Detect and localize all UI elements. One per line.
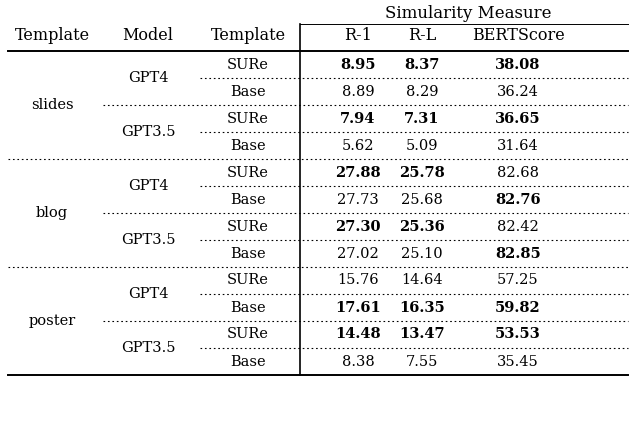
Text: 27.88: 27.88 bbox=[335, 165, 381, 179]
Text: 57.25: 57.25 bbox=[497, 274, 539, 287]
Text: GPT3.5: GPT3.5 bbox=[121, 341, 175, 355]
Text: 25.36: 25.36 bbox=[399, 219, 445, 233]
Text: 15.76: 15.76 bbox=[337, 274, 379, 287]
Text: 14.48: 14.48 bbox=[335, 328, 381, 342]
Text: 38.08: 38.08 bbox=[495, 57, 541, 71]
Text: SURe: SURe bbox=[227, 219, 269, 233]
Text: 7.55: 7.55 bbox=[406, 354, 438, 368]
Text: 36.65: 36.65 bbox=[495, 111, 541, 125]
Text: 27.73: 27.73 bbox=[337, 193, 379, 207]
Text: slides: slides bbox=[31, 98, 74, 112]
Text: 25.68: 25.68 bbox=[401, 193, 443, 207]
Text: 82.76: 82.76 bbox=[495, 193, 541, 207]
Text: GPT3.5: GPT3.5 bbox=[121, 233, 175, 247]
Text: Base: Base bbox=[230, 354, 266, 368]
Text: 53.53: 53.53 bbox=[495, 328, 541, 342]
Text: Base: Base bbox=[230, 300, 266, 314]
Text: GPT3.5: GPT3.5 bbox=[121, 125, 175, 139]
Text: Template: Template bbox=[211, 26, 285, 43]
Text: 25.78: 25.78 bbox=[399, 165, 445, 179]
Text: 27.30: 27.30 bbox=[335, 219, 381, 233]
Text: 8.29: 8.29 bbox=[406, 85, 438, 99]
Text: Simularity Measure: Simularity Measure bbox=[385, 5, 551, 22]
Text: GPT4: GPT4 bbox=[128, 179, 168, 193]
Text: SURe: SURe bbox=[227, 111, 269, 125]
Text: 82.42: 82.42 bbox=[497, 219, 539, 233]
Text: Base: Base bbox=[230, 193, 266, 207]
Text: Base: Base bbox=[230, 139, 266, 153]
Text: blog: blog bbox=[36, 206, 68, 220]
Text: BERTScore: BERTScore bbox=[472, 26, 564, 43]
Text: SURe: SURe bbox=[227, 274, 269, 287]
Text: 25.10: 25.10 bbox=[401, 246, 443, 261]
Text: 8.37: 8.37 bbox=[404, 57, 440, 71]
Text: 7.94: 7.94 bbox=[340, 111, 376, 125]
Text: 35.45: 35.45 bbox=[497, 354, 539, 368]
Text: 8.95: 8.95 bbox=[340, 57, 376, 71]
Text: 7.31: 7.31 bbox=[404, 111, 440, 125]
Text: 5.62: 5.62 bbox=[342, 139, 374, 153]
Text: 14.64: 14.64 bbox=[401, 274, 443, 287]
Text: 16.35: 16.35 bbox=[399, 300, 445, 314]
Text: 59.82: 59.82 bbox=[495, 300, 541, 314]
Text: R-L: R-L bbox=[408, 26, 436, 43]
Text: 8.89: 8.89 bbox=[342, 85, 374, 99]
Text: R-1: R-1 bbox=[344, 26, 372, 43]
Text: 36.24: 36.24 bbox=[497, 85, 539, 99]
Text: 13.47: 13.47 bbox=[399, 328, 445, 342]
Text: SURe: SURe bbox=[227, 328, 269, 342]
Text: Base: Base bbox=[230, 246, 266, 261]
Text: GPT4: GPT4 bbox=[128, 71, 168, 85]
Text: 82.68: 82.68 bbox=[497, 165, 539, 179]
Text: 27.02: 27.02 bbox=[337, 246, 379, 261]
Text: Template: Template bbox=[15, 26, 90, 43]
Text: Model: Model bbox=[122, 26, 173, 43]
Text: GPT4: GPT4 bbox=[128, 287, 168, 301]
Text: 82.85: 82.85 bbox=[495, 246, 541, 261]
Text: poster: poster bbox=[28, 314, 76, 328]
Text: Base: Base bbox=[230, 85, 266, 99]
Text: 8.38: 8.38 bbox=[342, 354, 374, 368]
Text: SURe: SURe bbox=[227, 57, 269, 71]
Text: 5.09: 5.09 bbox=[406, 139, 438, 153]
Text: 31.64: 31.64 bbox=[497, 139, 539, 153]
Text: SURe: SURe bbox=[227, 165, 269, 179]
Text: 17.61: 17.61 bbox=[335, 300, 381, 314]
